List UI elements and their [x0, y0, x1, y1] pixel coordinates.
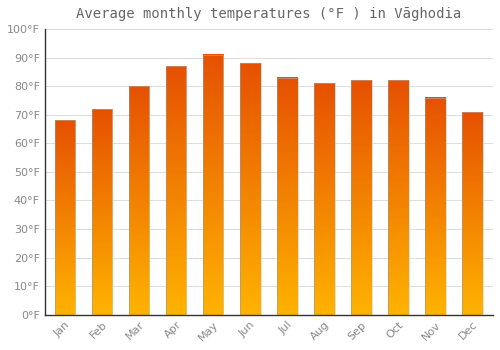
Title: Average monthly temperatures (°F ) in Vāghodia: Average monthly temperatures (°F ) in Vā…: [76, 7, 462, 21]
